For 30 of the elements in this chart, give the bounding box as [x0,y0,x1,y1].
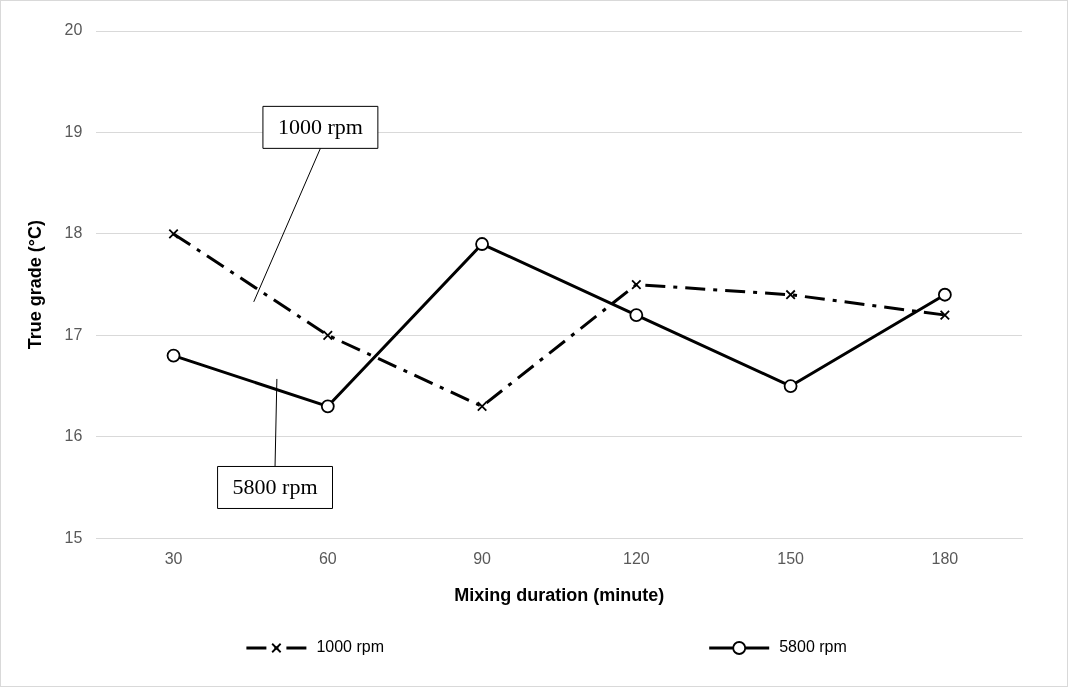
y-tick-label: 19 [64,122,83,140]
y-tick-label: 20 [64,21,83,39]
point [629,308,644,322]
point [783,379,798,393]
annotation: 5800 rpm [232,474,318,500]
point [168,228,179,240]
annotation: 1000 rpm [277,114,363,140]
y-tick-label: 17 [64,325,83,343]
x-axis-title: Mixing duration (minute) [454,585,665,606]
point [320,399,335,414]
point [476,401,488,412]
point [631,279,642,290]
x-tick-label: 180 [931,550,959,568]
y-axis-title: True grade (°C) [24,219,45,350]
point [166,348,181,363]
y-tick-label: 16 [64,427,83,445]
x-tick-label: 90 [473,550,492,568]
x-tick-label: 30 [164,550,183,568]
legend-label: 1000 rpm [316,638,384,656]
point [939,309,951,321]
x-tick-label: 120 [622,550,650,568]
x-tick-label: 60 [318,550,337,568]
point [937,287,952,302]
point [322,330,333,341]
x-tick-label: 150 [777,550,805,568]
legend-label: 5800 rpm [779,638,847,656]
y-tick-label: 15 [64,528,83,546]
point [475,237,489,251]
point [785,289,796,300]
y-tick-label: 18 [64,224,83,242]
